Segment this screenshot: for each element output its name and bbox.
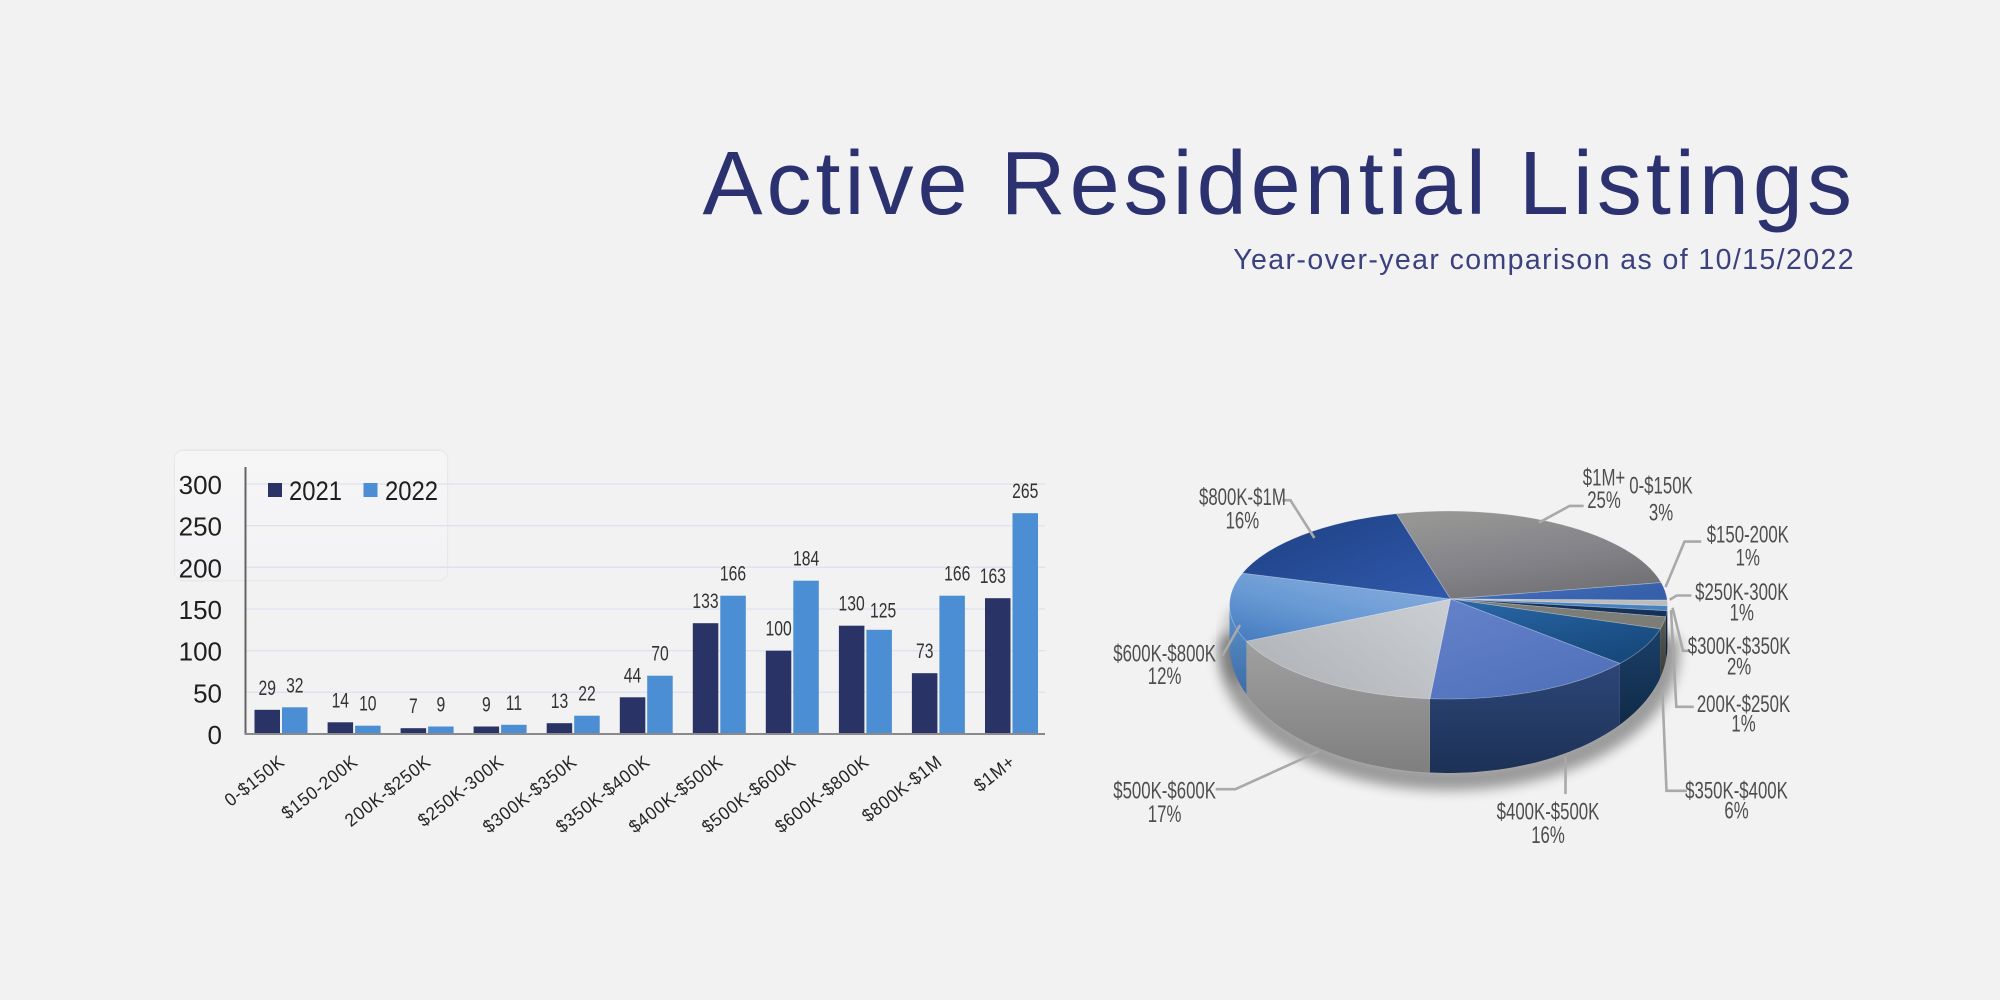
svg-text:29: 29 [258, 675, 275, 699]
svg-text:13: 13 [551, 689, 568, 713]
svg-text:6%: 6% [1724, 798, 1748, 825]
svg-text:$500K-$600K: $500K-$600K [1113, 778, 1216, 805]
svg-text:7: 7 [409, 694, 418, 718]
svg-text:10: 10 [359, 691, 376, 715]
svg-text:50: 50 [193, 678, 222, 708]
svg-text:100: 100 [766, 616, 792, 640]
svg-text:130: 130 [839, 591, 865, 615]
svg-text:9: 9 [482, 692, 491, 716]
svg-text:265: 265 [1012, 479, 1038, 503]
svg-text:Year-over-year comparison as o: Year-over-year comparison as of 10/15/20… [1233, 244, 1855, 276]
svg-text:1%: 1% [1730, 600, 1754, 627]
svg-text:$250K-300K: $250K-300K [1695, 579, 1789, 606]
svg-text:44: 44 [624, 663, 641, 687]
svg-text:$800K-$1M: $800K-$1M [1199, 484, 1286, 511]
svg-text:$800K-$1M: $800K-$1M [858, 751, 946, 826]
svg-text:2021: 2021 [289, 477, 342, 506]
svg-text:125: 125 [870, 598, 896, 622]
svg-text:9: 9 [437, 692, 446, 716]
svg-text:250: 250 [179, 512, 222, 542]
svg-text:3%: 3% [1649, 500, 1673, 527]
svg-text:$350K-$400K: $350K-$400K [1685, 778, 1788, 805]
svg-text:17%: 17% [1148, 801, 1182, 828]
svg-text:16%: 16% [1531, 822, 1565, 849]
svg-text:0: 0 [208, 720, 222, 750]
svg-text:16%: 16% [1226, 508, 1260, 535]
svg-text:100: 100 [179, 637, 222, 667]
svg-text:12%: 12% [1148, 663, 1182, 690]
svg-text:70: 70 [651, 641, 668, 665]
svg-text:$600K-$800K: $600K-$800K [1113, 640, 1216, 667]
svg-text:32: 32 [286, 673, 303, 697]
svg-text:200K-$250K: 200K-$250K [1697, 691, 1791, 718]
svg-text:300: 300 [179, 470, 222, 500]
svg-text:133: 133 [692, 589, 718, 613]
svg-text:Active Residential Listings: Active Residential Listings [702, 134, 1856, 234]
svg-text:11: 11 [506, 690, 522, 714]
svg-text:$400K-$500K: $400K-$500K [1497, 799, 1600, 826]
svg-text:166: 166 [944, 561, 970, 585]
svg-text:$1M+: $1M+ [1583, 465, 1625, 492]
svg-text:2%: 2% [1727, 653, 1751, 680]
svg-text:1%: 1% [1731, 711, 1755, 738]
svg-text:0-$150K: 0-$150K [1629, 473, 1693, 500]
svg-text:150: 150 [179, 595, 222, 625]
svg-text:$300K-$350K: $300K-$350K [1688, 633, 1791, 660]
svg-text:200: 200 [179, 553, 222, 583]
svg-text:184: 184 [793, 546, 819, 570]
svg-text:166: 166 [720, 561, 746, 585]
svg-text:1%: 1% [1736, 545, 1760, 572]
svg-text:2022: 2022 [385, 477, 438, 506]
svg-text:$1M+: $1M+ [970, 751, 1019, 796]
svg-text:0-$150K: 0-$150K [220, 751, 288, 811]
svg-text:25%: 25% [1587, 487, 1621, 514]
svg-text:14: 14 [332, 688, 349, 712]
svg-text:$150-200K: $150-200K [1707, 522, 1789, 549]
svg-text:163: 163 [980, 564, 1006, 588]
svg-text:73: 73 [916, 639, 933, 663]
svg-text:22: 22 [578, 681, 595, 705]
